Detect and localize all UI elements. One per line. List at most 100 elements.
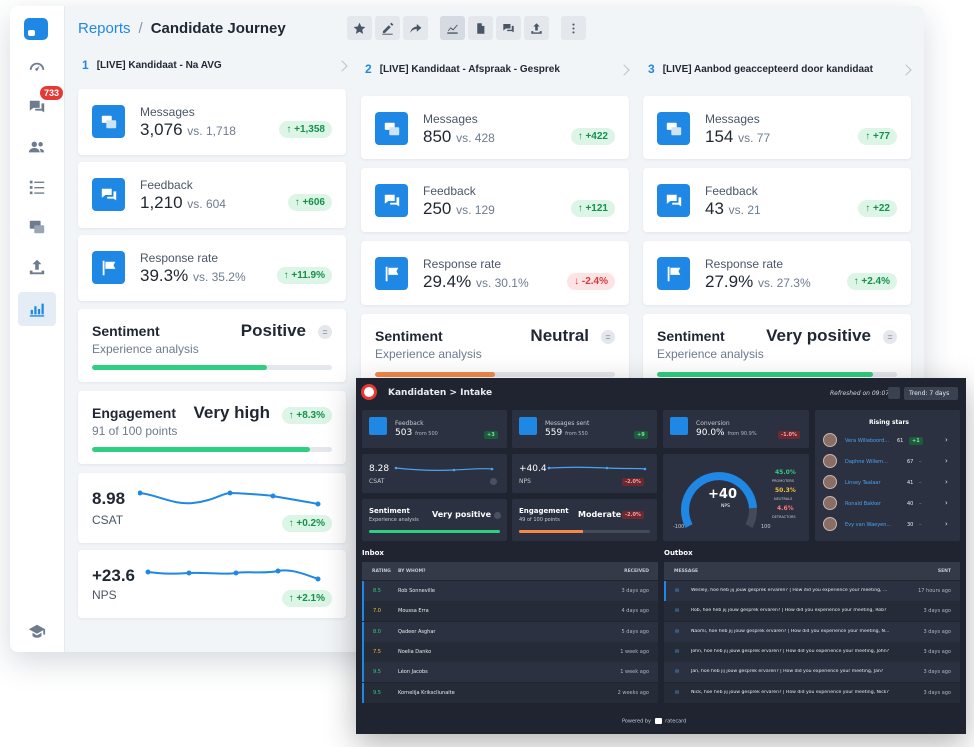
csat-card[interactable]: 8.98 CSAT ↑ +0.2%	[78, 473, 346, 543]
row-name: Moussa Erra	[398, 608, 429, 615]
inbox-row[interactable]: 9.5 Léon Jacobs 1 week ago	[362, 662, 658, 683]
stage-header-2[interactable]: 2 [LIVE] Kandidaat - Afspraak - Gesprek	[365, 62, 560, 76]
list-icon[interactable]	[18, 170, 56, 204]
powered-by-text: Powered by	[622, 718, 651, 725]
refresh-icon[interactable]	[888, 387, 900, 399]
avatar	[823, 496, 837, 510]
messages-icon	[375, 112, 408, 145]
dark-engagement-card[interactable]: Engagement 49 of 100 points Moderate -2.…	[512, 499, 657, 541]
response-rate-card[interactable]: Response rate 27.9% vs. 27.3% ↑ +2.4%	[643, 241, 911, 305]
sentiment-subtitle: Experience analysis	[375, 347, 482, 361]
row-name: Léon Jacobs	[398, 669, 428, 676]
rising-star-row[interactable]: Evy van Waeyen... 30 – ›	[815, 514, 960, 535]
row-time: 2 weeks ago	[617, 689, 649, 696]
engagement-value: Moderate	[578, 510, 622, 519]
nps-gauge-card[interactable]: +40 NPS -100 100 45.0% PROMOTERS 50.3% N…	[663, 454, 809, 541]
dark-nps-card[interactable]: +40.4 NPS -2.0%	[512, 454, 657, 493]
inbox-row[interactable]: 9.5 Kornelija Krikscliunaite 2 weeks ago	[362, 682, 658, 703]
feedback-card[interactable]: Feedback 250 vs. 129 ↑ +121	[361, 168, 629, 232]
outbox-row[interactable]: ✉ Nick, hoe heb jij jouw gesprek ervaren?…	[664, 682, 960, 703]
inbox-row[interactable]: 8.0 Qadeer Asghar 5 days ago	[362, 621, 658, 642]
sentiment-card[interactable]: Sentiment Experience analysis Very posit…	[643, 314, 911, 384]
csat-value: 8.28	[369, 464, 390, 474]
engagement-card[interactable]: Engagement 91 of 100 points Very high ↑ …	[78, 391, 346, 464]
rising-star-row[interactable]: Vera Willeboord... 61 +1 ›	[815, 430, 960, 451]
feedback-card[interactable]: Feedback 43 vs. 21 ↑ +22	[643, 168, 911, 232]
dashboard-icon[interactable]	[18, 52, 56, 86]
dark-feedback-card[interactable]: Feedback 503 from 500 +3	[362, 410, 507, 448]
edit-icon[interactable]	[375, 16, 400, 40]
outbox-row[interactable]: ✉ John, hoe heb jij jouw gesprek ervaren?…	[664, 641, 960, 662]
app-logo[interactable]	[24, 18, 48, 40]
sentiment-value: Positive	[240, 321, 306, 340]
inbox-row[interactable]: 7.0 Moussa Erra 4 days ago	[362, 601, 658, 622]
outbox-row[interactable]: ✉ Naomi, hoe heb jij jouw gesprek ervaren…	[664, 621, 960, 642]
share-icon[interactable]	[403, 16, 428, 40]
inbox-row[interactable]: 8.5 Rob Sonneville 3 days ago	[362, 581, 658, 601]
sentiment-bar-fill	[369, 530, 500, 533]
messages-card[interactable]: Messages 154 vs. 77 ↑ +77	[643, 96, 911, 159]
delta-badge: ↑ +1,358	[279, 121, 332, 138]
messages-nav-icon[interactable]	[18, 210, 56, 244]
mail-icon: ✉	[675, 608, 680, 615]
users-icon[interactable]	[18, 130, 56, 164]
rising-star-row[interactable]: Ronald Bakker 40 – ›	[815, 493, 960, 514]
row-message: Jan, hoe heb jij jouw gesprek ervaren? |…	[691, 669, 884, 675]
star-icon[interactable]	[347, 16, 372, 40]
toolbar	[347, 16, 586, 40]
sentiment-card[interactable]: Sentiment Experience analysis Positive =	[78, 309, 346, 382]
chat-icon[interactable]: 733	[18, 86, 64, 124]
delta-badge: ↑ +22	[858, 200, 897, 217]
outbox-row[interactable]: ✉ Rob, hoe heb jij jouw gesprek ervaren? …	[664, 601, 960, 622]
feedback-card[interactable]: Feedback 1,210 vs. 604 ↑ +606	[78, 162, 346, 228]
nps-value: +40.4	[519, 464, 547, 474]
engagement-bar-fill	[519, 530, 584, 533]
inbox-title: Inbox	[362, 549, 384, 557]
delta-badge: ↑ +606	[287, 194, 332, 211]
dark-csat-card[interactable]: 8.28 CSAT	[362, 454, 507, 493]
rising-star-row[interactable]: Daphne Willem... 67 – ›	[815, 451, 960, 472]
export-icon[interactable]	[524, 16, 549, 40]
rising-star-row[interactable]: Linsey Taalaar 41 – ›	[815, 472, 960, 493]
nps-sparkline	[145, 568, 321, 582]
gauge-label: NPS	[721, 504, 730, 509]
sentiment-card[interactable]: Sentiment Experience analysis Neutral =	[361, 314, 629, 384]
conversation-icon[interactable]	[496, 16, 521, 40]
star-name: Linsey Taalaar	[845, 480, 881, 486]
sentiment-title: Sentiment	[375, 328, 443, 344]
inbox-row[interactable]: 7.5 Noelia Danko 1 week ago	[362, 641, 658, 662]
reports-icon[interactable]	[18, 292, 56, 326]
outbox-row[interactable]: ✉ Wesley, hoe heb jij jouw gesprek ervare…	[664, 581, 960, 601]
messages-card[interactable]: Messages 850 vs. 428 ↑ +422	[361, 96, 629, 159]
sentiment-bar	[92, 365, 332, 370]
upload-icon[interactable]	[18, 250, 56, 284]
stage-title: [LIVE] Kandidaat - Afspraak - Gesprek	[379, 63, 560, 75]
metric-label: Messages	[423, 112, 478, 126]
star-name: Evy van Waeyen...	[845, 522, 892, 528]
stage-header-3[interactable]: 3 [LIVE] Aanbod geaccepteerd door kandid…	[648, 62, 873, 76]
avatar	[823, 454, 837, 468]
row-time: 1 week ago	[620, 669, 649, 676]
dark-sentiment-card[interactable]: Sentiment Experience analysis Very posit…	[362, 499, 507, 541]
sentiment-value: Neutral	[530, 326, 589, 345]
response-rate-card[interactable]: Response rate 29.4% vs. 30.1% ↓ -2.4%	[361, 241, 629, 305]
chart-icon[interactable]	[440, 16, 465, 40]
response-rate-card[interactable]: Response rate 39.3% vs. 35.2% ↑ +11.9%	[78, 235, 346, 301]
dark-messages-card[interactable]: Messages sent 559 from 550 +9	[512, 410, 657, 448]
row-message: Naomi, hoe heb jij jouw gesprek ervaren?…	[691, 628, 890, 634]
more-options-icon[interactable]	[561, 16, 586, 40]
breadcrumb-reports-link[interactable]: Reports	[78, 20, 131, 37]
star-delta: –	[919, 501, 922, 507]
delta-badge: ↑ +77	[858, 128, 897, 145]
engagement-value: Very high	[193, 403, 270, 422]
metric-value: 559 from 550	[545, 428, 588, 438]
stage-header-1[interactable]: 1 [LIVE] Kandidaat - Na AVG	[82, 58, 222, 72]
academy-icon[interactable]	[18, 614, 56, 648]
document-icon[interactable]	[468, 16, 493, 40]
dark-conversion-card[interactable]: Conversion 90.0% from 90.9% -1.0%	[663, 410, 809, 448]
row-time: 3 days ago	[621, 588, 649, 594]
messages-card[interactable]: Messages 3,076 vs. 1,718 ↑ +1,358	[78, 89, 346, 155]
nps-card[interactable]: +23.6 NPS ↑ +2.1%	[78, 550, 346, 618]
trend-select[interactable]: Trend: 7 days	[904, 387, 958, 400]
outbox-row[interactable]: ✉ Jan, hoe heb jij jouw gesprek ervaren? …	[664, 662, 960, 683]
